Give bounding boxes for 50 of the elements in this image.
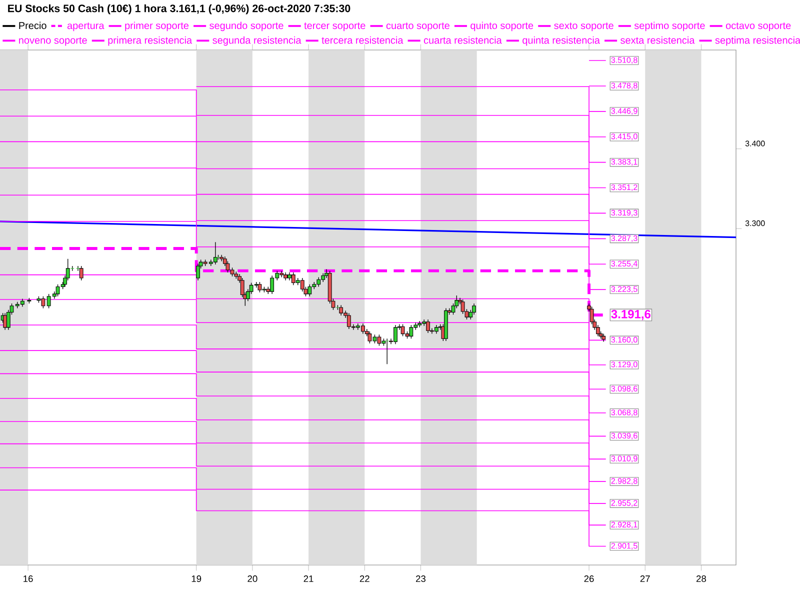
data-label: 3.160,0: [611, 336, 638, 344]
legend-label: tercer soporte: [304, 22, 366, 32]
legend-label: sexta resistencia: [620, 36, 695, 44]
legend-label: sexto soporte: [554, 22, 614, 32]
legend-label: segundo soporte: [210, 22, 284, 32]
data-label: 3.415,0: [611, 134, 638, 140]
data-label: 3.446,9: [611, 108, 638, 115]
data-label: 2.955,2: [611, 500, 638, 507]
data-label: 3.039,6: [611, 432, 638, 440]
y-tick-label: 3.400: [745, 140, 765, 146]
data-label: 3.098,6: [611, 386, 638, 392]
data-label: 3.287,3: [611, 235, 638, 242]
data-label: 3.351,2: [611, 184, 638, 192]
legend-label: quinta resistencia: [522, 36, 600, 46]
data-label: 2.928,1: [611, 522, 638, 528]
x-tick-label: 20: [248, 575, 258, 582]
x-tick-label: 21: [304, 575, 314, 582]
data-label: 3.255,4: [611, 260, 638, 268]
data-label: 2.901,5: [611, 542, 638, 550]
data-label: 3.068,8: [611, 410, 638, 416]
legend-label: cuarto soporte: [386, 22, 450, 32]
legend-label: primer soporte: [125, 22, 189, 32]
data-label: 3.383,1: [611, 159, 638, 166]
y-tick-label: 3.300: [745, 220, 765, 226]
legend-label: noveno soporte: [19, 37, 87, 46]
x-tick-label: 26: [584, 575, 594, 582]
data-label: 3.010,9: [611, 456, 638, 462]
x-tick-label: 23: [416, 575, 426, 582]
x-tick-label: 22: [360, 575, 370, 582]
data-label: 3.129,0: [611, 362, 638, 368]
x-tick-label: 19: [192, 575, 202, 582]
legend-label: cuarta resistencia: [424, 36, 502, 44]
chart-title: EU Stocks 50 Cash (10€) 1 hora 3.161,1 (-0,96%) 26-oct-2020 7:35:30: [8, 4, 350, 14]
data-label: 2.982,8: [611, 478, 638, 485]
legend-label: primera resistencia: [108, 36, 192, 46]
legend-label: tercera resistencia: [322, 36, 404, 44]
data-label: 3.319,3: [611, 210, 638, 216]
data-label: 3.478,8: [611, 82, 638, 90]
legend-label: octavo soporte: [726, 22, 791, 32]
x-tick-label: 28: [696, 575, 706, 582]
data-label: 3.223,5: [611, 286, 638, 293]
legend-label: quinto soporte: [470, 22, 534, 32]
data-label: 3.510,8: [611, 57, 638, 64]
legend-label: segunda resistencia: [212, 36, 302, 46]
legend-label: septimo soporte: [634, 22, 705, 32]
legend-label: apertura: [67, 22, 104, 32]
x-tick-label: 27: [640, 575, 650, 582]
data-label: 3.191,6: [611, 310, 651, 320]
x-tick-label: 16: [24, 575, 33, 582]
legend-label: Precio: [19, 22, 46, 30]
